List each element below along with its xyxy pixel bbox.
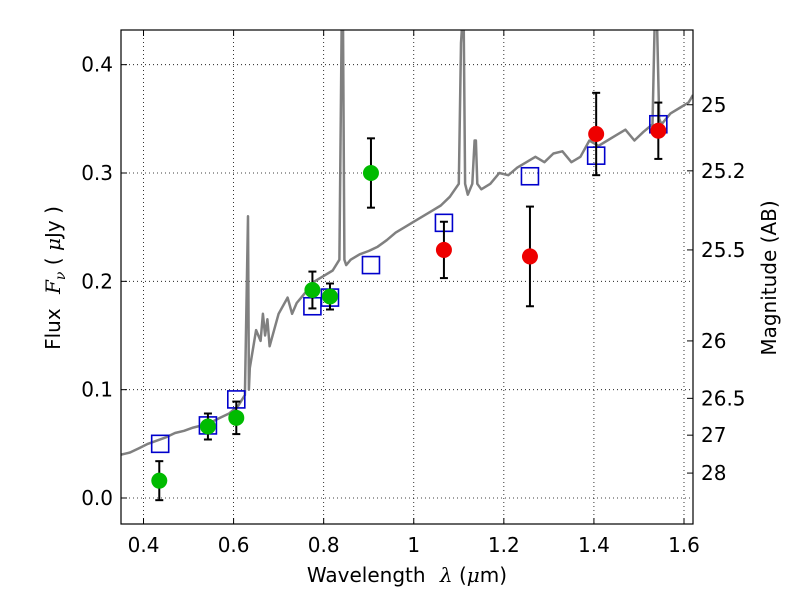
y-tick-label: 0.1 bbox=[81, 378, 113, 402]
photometry-point bbox=[304, 282, 321, 298]
x-tick-label: 0.4 bbox=[128, 533, 160, 557]
sed-line-group bbox=[121, 30, 693, 456]
sed-line bbox=[121, 30, 693, 456]
photometry-point bbox=[199, 418, 216, 435]
photometry-point bbox=[321, 288, 338, 305]
tick-group: 0.4 0.6 0.8 1 1.2 1.4 1.6 0.0 0.1 0.2 0.3 0.4 25 25.2… bbox=[81, 30, 746, 557]
model-photometry-square bbox=[520, 166, 540, 186]
photometry-point bbox=[362, 165, 379, 181]
y-tick-label: 0.0 bbox=[81, 486, 113, 510]
x-tick-label: 1.2 bbox=[488, 533, 520, 557]
x-tick-label: 1.6 bbox=[668, 533, 700, 557]
x-axis-label: Wavelength λ (μm) bbox=[307, 563, 507, 587]
x-tick-label: 1.4 bbox=[578, 533, 610, 557]
y2-axis-label: Magnitude (AB) bbox=[757, 200, 781, 355]
y-tick-label: 0.3 bbox=[81, 161, 113, 185]
photometry-point bbox=[650, 122, 667, 139]
photometry-point bbox=[228, 409, 245, 426]
photometry-point bbox=[588, 126, 605, 142]
x-tick-label: 0.8 bbox=[308, 533, 340, 557]
photometry-point bbox=[151, 472, 168, 489]
x-tick-label: 1 bbox=[407, 533, 420, 557]
photometry-point bbox=[521, 248, 538, 265]
magnitude-tick-label: 27 bbox=[701, 423, 726, 447]
magnitude-tick-label: 25 bbox=[701, 93, 726, 117]
photometry-point bbox=[435, 241, 452, 258]
y-axis-label: Flux Fν ( μJy ) bbox=[41, 206, 69, 350]
marker-group bbox=[150, 91, 668, 502]
magnitude-tick-label: 26.5 bbox=[701, 386, 746, 410]
magnitude-tick-label: 25.5 bbox=[701, 238, 746, 262]
y-tick-label: 0.2 bbox=[81, 269, 113, 293]
grid bbox=[121, 30, 693, 524]
magnitude-tick-label: 28 bbox=[701, 461, 726, 485]
plot-frame bbox=[120, 29, 694, 525]
magnitude-tick-label: 25.2 bbox=[701, 159, 746, 183]
magnitude-tick-label: 26 bbox=[701, 329, 726, 353]
y-tick-label: 0.4 bbox=[81, 53, 113, 77]
model-photometry-square bbox=[361, 255, 381, 275]
x-tick-label: 0.6 bbox=[218, 533, 250, 557]
model-photometry-square bbox=[150, 434, 170, 454]
